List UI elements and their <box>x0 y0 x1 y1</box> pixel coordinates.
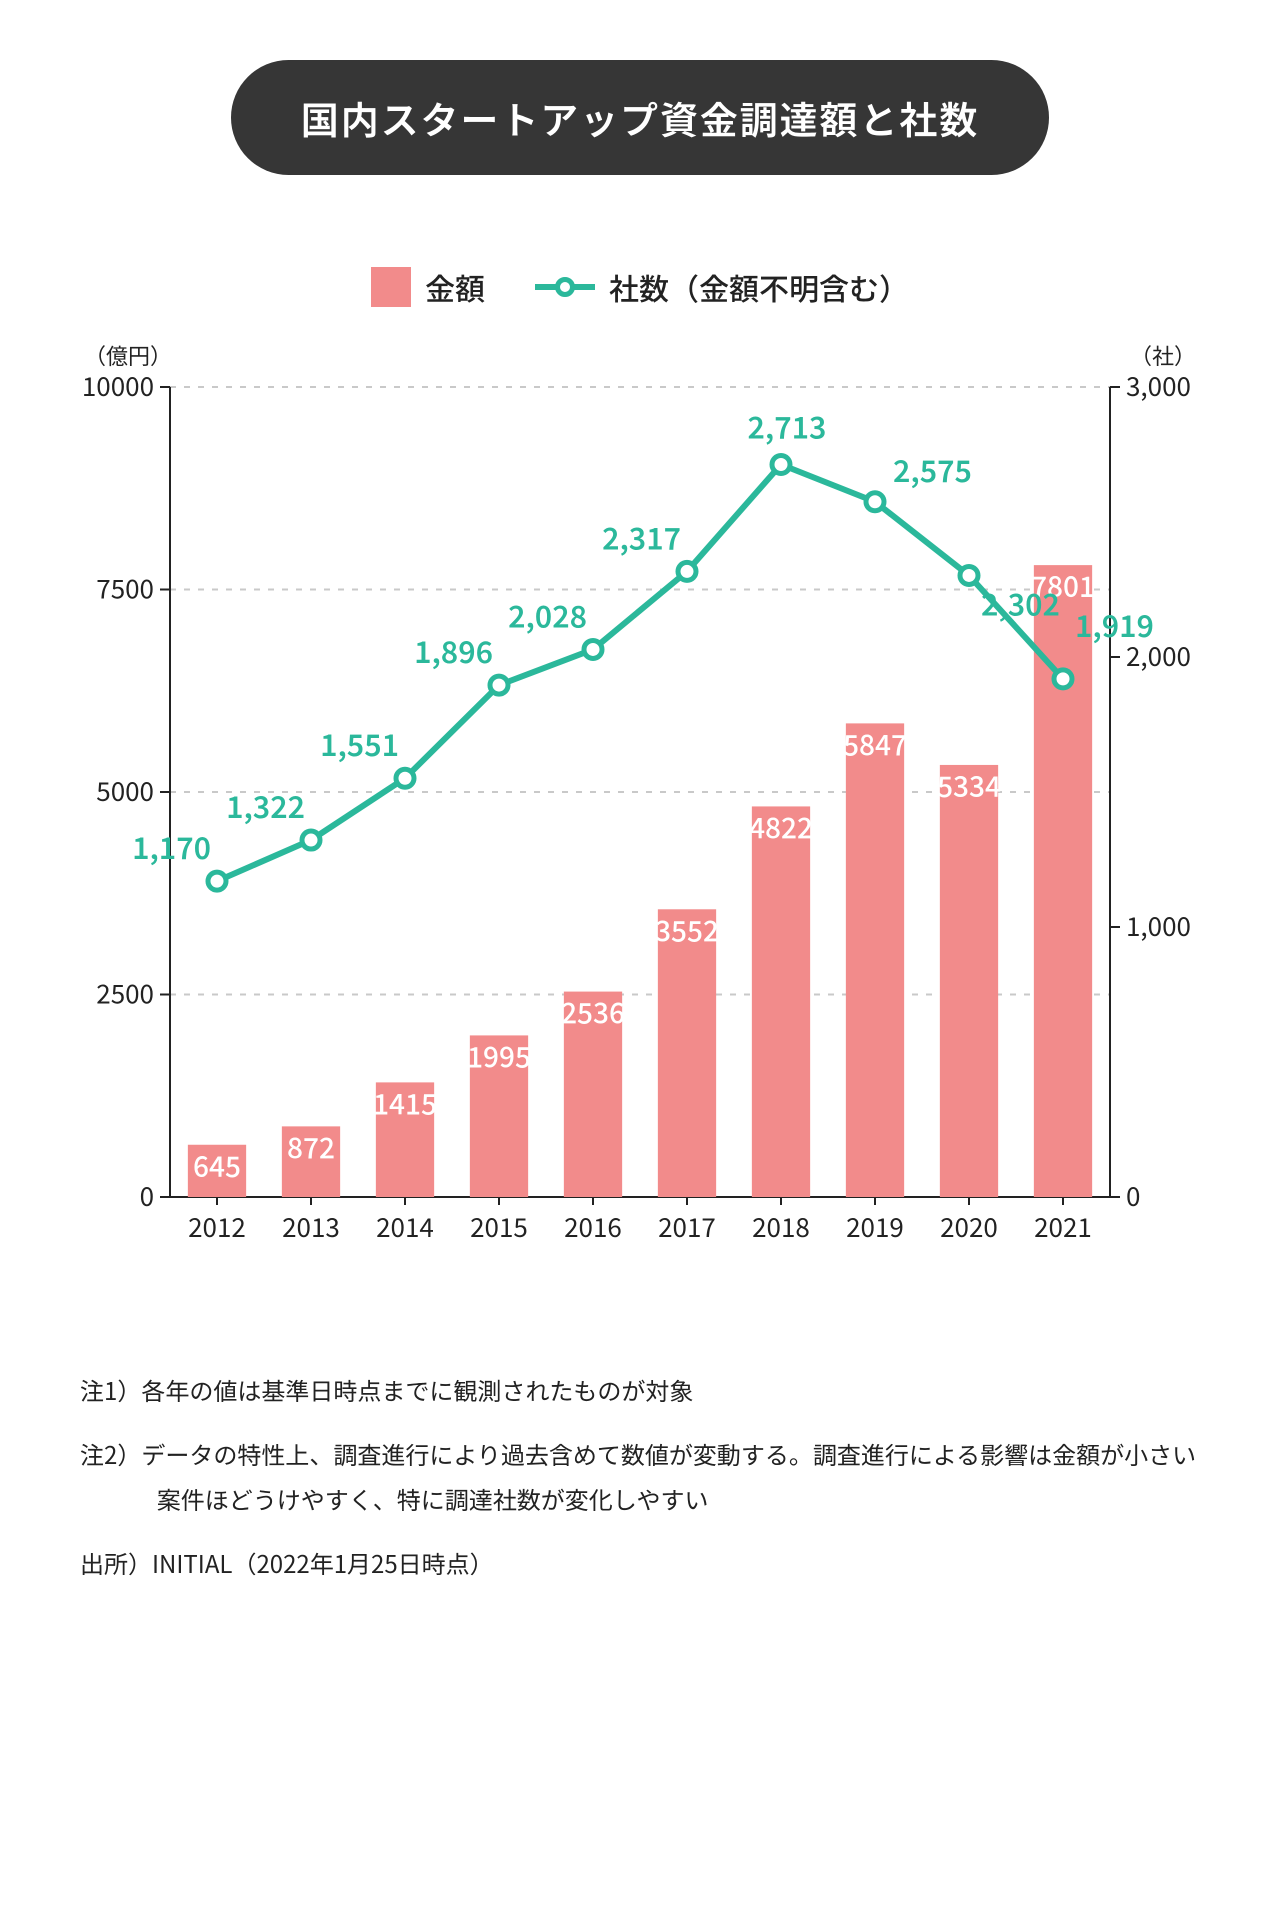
svg-text:0: 0 <box>1126 1177 1140 1214</box>
legend: 金額 社数（金額不明含む） <box>80 265 1200 309</box>
svg-text:5000: 5000 <box>96 772 154 809</box>
svg-text:2500: 2500 <box>96 975 154 1012</box>
bar-swatch <box>371 267 411 307</box>
svg-text:1995: 1995 <box>467 1036 531 1076</box>
svg-text:2,317: 2,317 <box>602 514 681 558</box>
svg-text:2019: 2019 <box>846 1208 904 1245</box>
svg-text:2,713: 2,713 <box>748 403 827 447</box>
svg-text:2021: 2021 <box>1034 1208 1092 1245</box>
svg-text:2,302: 2,302 <box>981 580 1060 624</box>
svg-text:1415: 1415 <box>373 1083 437 1123</box>
svg-text:5847: 5847 <box>843 724 907 764</box>
svg-text:4822: 4822 <box>749 807 813 847</box>
chart-title: 国内スタートアップ資金調達額と社数 <box>231 60 1049 175</box>
svg-text:2018: 2018 <box>752 1208 810 1245</box>
svg-text:872: 872 <box>287 1127 335 1167</box>
svg-text:2536: 2536 <box>561 993 625 1033</box>
right-axis-title: （社） <box>1130 339 1196 371</box>
svg-text:1,000: 1,000 <box>1126 907 1191 944</box>
legend-bar-label: 金額 <box>425 265 485 309</box>
source: 出所）INITIAL（2022年1月25日時点） <box>80 1540 1200 1586</box>
legend-line-label: 社数（金額不明含む） <box>609 265 909 309</box>
note-2: 注2）データの特性上、調査進行により過去含めて数値が変動する。調査進行による影響… <box>80 1431 1200 1522</box>
svg-text:645: 645 <box>193 1146 241 1186</box>
svg-text:5334: 5334 <box>937 766 1001 806</box>
legend-line: 社数（金額不明含む） <box>535 265 909 309</box>
svg-text:2012: 2012 <box>188 1208 246 1245</box>
left-axis-title: （億円） <box>84 339 172 371</box>
svg-text:2016: 2016 <box>564 1208 622 1245</box>
svg-text:0: 0 <box>140 1177 154 1214</box>
svg-text:2,575: 2,575 <box>893 447 972 491</box>
svg-text:3,000: 3,000 <box>1126 377 1191 404</box>
svg-text:1,322: 1,322 <box>226 783 305 827</box>
svg-text:1,551: 1,551 <box>320 721 399 765</box>
legend-bar: 金額 <box>371 265 485 309</box>
line-swatch-dot <box>555 277 575 297</box>
svg-text:1,919: 1,919 <box>1075 602 1154 646</box>
line-swatch <box>535 284 595 290</box>
chart: 02500500075001000001,0002,0003,000645201… <box>80 377 1200 1257</box>
svg-text:1,170: 1,170 <box>132 824 211 868</box>
svg-text:3552: 3552 <box>655 910 719 950</box>
svg-text:2020: 2020 <box>940 1208 998 1245</box>
svg-text:2,028: 2,028 <box>508 592 587 636</box>
svg-text:2017: 2017 <box>658 1208 716 1245</box>
svg-text:2013: 2013 <box>282 1208 340 1245</box>
axis-titles: （億円） （社） <box>80 339 1200 371</box>
chart-svg: 02500500075001000001,0002,0003,000645201… <box>80 377 1200 1257</box>
svg-text:10000: 10000 <box>82 377 154 404</box>
svg-text:2014: 2014 <box>376 1208 434 1245</box>
svg-text:1,896: 1,896 <box>414 628 493 672</box>
svg-text:7500: 7500 <box>96 570 154 607</box>
svg-text:2015: 2015 <box>470 1208 528 1245</box>
note-1: 注1）各年の値は基準日時点までに観測されたものが対象 <box>80 1367 1200 1413</box>
footnotes: 注1）各年の値は基準日時点までに観測されたものが対象 注2）データの特性上、調査… <box>80 1367 1200 1585</box>
